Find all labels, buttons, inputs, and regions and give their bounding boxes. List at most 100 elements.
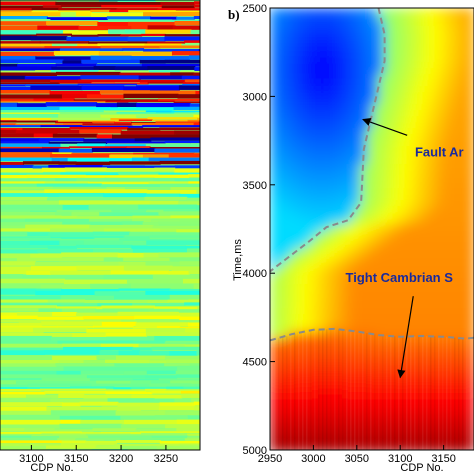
- velocity-stripe: [370, 333, 372, 450]
- seismic-band: [130, 283, 195, 289]
- velocity-cell: [330, 68, 337, 75]
- seismic-band: [50, 153, 111, 158]
- velocity-cell: [378, 200, 385, 207]
- velocity-cell: [354, 260, 361, 267]
- velocity-cell: [342, 212, 349, 219]
- velocity-cell: [282, 290, 289, 297]
- seismic-band: [124, 29, 147, 34]
- velocity-cell: [444, 224, 451, 231]
- velocity-cell: [366, 170, 373, 177]
- seismic-band: [0, 0, 27, 2]
- velocity-cell: [456, 80, 463, 87]
- velocity-cell: [384, 158, 391, 165]
- velocity-cell: [396, 20, 403, 27]
- velocity-cell: [348, 194, 355, 201]
- seismic-band: [35, 70, 52, 72]
- velocity-cell: [336, 230, 343, 237]
- seismic-band: [157, 8, 200, 11]
- seismic-band: [38, 138, 85, 142]
- velocity-cell: [318, 434, 325, 441]
- velocity-cell: [456, 182, 463, 189]
- velocity-cell: [438, 308, 445, 315]
- velocity-cell: [360, 86, 367, 93]
- velocity-cell: [288, 338, 295, 345]
- seismic-band: [78, 25, 133, 31]
- velocity-cell: [342, 110, 349, 117]
- seismic-band: [169, 320, 200, 323]
- velocity-cell: [342, 230, 349, 237]
- velocity-cell: [390, 218, 397, 225]
- velocity-cell: [366, 434, 373, 441]
- velocity-cell: [294, 296, 301, 303]
- velocity-cell: [348, 146, 355, 153]
- velocity-cell: [330, 320, 337, 327]
- velocity-cell: [348, 230, 355, 237]
- velocity-cell: [444, 212, 451, 219]
- velocity-cell: [276, 176, 283, 183]
- velocity-cell: [402, 170, 409, 177]
- seismic-band: [178, 85, 200, 90]
- velocity-cell: [456, 116, 463, 123]
- velocity-cell: [462, 254, 469, 261]
- velocity-cell: [432, 230, 439, 237]
- seismic-band: [0, 325, 58, 328]
- velocity-cell: [450, 20, 457, 27]
- velocity-cell: [336, 236, 343, 243]
- velocity-cell: [306, 326, 313, 333]
- velocity-cell: [420, 62, 427, 69]
- velocity-cell: [438, 266, 445, 273]
- velocity-cell: [342, 122, 349, 129]
- velocity-cell: [396, 314, 403, 321]
- seismic-band: [95, 445, 122, 450]
- seismic-band: [132, 347, 153, 351]
- velocity-cell: [426, 26, 433, 33]
- velocity-cell: [324, 14, 331, 21]
- velocity-cell: [456, 386, 463, 393]
- seismic-band: [0, 110, 66, 113]
- velocity-cell: [420, 38, 427, 45]
- velocity-cell: [462, 200, 469, 207]
- velocity-cell: [426, 260, 433, 267]
- velocity-cell: [330, 224, 337, 231]
- seismic-band: [172, 25, 200, 30]
- velocity-cell: [414, 254, 421, 261]
- velocity-cell: [348, 446, 355, 450]
- seismic-band: [109, 9, 130, 13]
- velocity-cell: [420, 434, 427, 441]
- seismic-band: [52, 152, 73, 155]
- velocity-cell: [420, 188, 427, 195]
- velocity-cell: [354, 98, 361, 105]
- velocity-cell: [270, 422, 277, 429]
- velocity-cell: [384, 188, 391, 195]
- velocity-cell: [270, 122, 277, 129]
- panel-b-y-tick-label: 4500: [243, 357, 267, 369]
- velocity-cell: [288, 374, 295, 381]
- seismic-band: [158, 221, 200, 225]
- velocity-cell: [438, 224, 445, 231]
- velocity-cell: [462, 266, 469, 273]
- velocity-cell: [324, 32, 331, 39]
- velocity-cell: [432, 398, 439, 405]
- velocity-cell: [372, 392, 379, 399]
- velocity-cell: [420, 200, 427, 207]
- velocity-cell: [282, 116, 289, 123]
- velocity-cell: [294, 200, 301, 207]
- seismic-band: [150, 16, 178, 20]
- velocity-cell: [396, 62, 403, 69]
- velocity-cell: [420, 254, 427, 261]
- velocity-cell: [366, 86, 373, 93]
- seismic-band: [199, 25, 200, 31]
- velocity-cell: [468, 314, 474, 321]
- seismic-band: [62, 30, 109, 35]
- velocity-cell: [420, 320, 427, 327]
- velocity-cell: [348, 206, 355, 213]
- velocity-cell: [468, 134, 474, 141]
- velocity-cell: [414, 116, 421, 123]
- velocity-cell: [444, 254, 451, 261]
- seismic-band: [106, 141, 166, 144]
- velocity-cell: [444, 392, 451, 399]
- velocity-cell: [390, 296, 397, 303]
- velocity-cell: [462, 332, 469, 339]
- seismic-band: [179, 261, 200, 266]
- velocity-cell: [372, 230, 379, 237]
